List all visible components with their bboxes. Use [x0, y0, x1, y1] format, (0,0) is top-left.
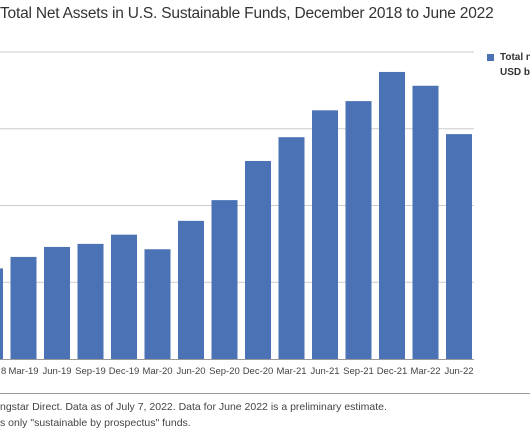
bar-jun-21 [312, 110, 338, 359]
bar-jun-19 [44, 246, 70, 359]
x-tick-label: Jun-20 [176, 366, 205, 377]
bar-mar-20 [144, 249, 171, 359]
bar-jun-20 [178, 220, 204, 359]
bar-jun-22 [446, 134, 472, 359]
source-note: ngstar Direct. Data as of July 7, 2022. … [0, 401, 387, 413]
bar-mar-19 [10, 256, 37, 359]
scope-note: s only "sustainable by prospectus" funds… [0, 417, 191, 429]
legend-label-line-1: Total ne [500, 52, 530, 63]
legend-label-line-2: USD bn [500, 67, 530, 78]
x-tick-label: Dec-19 [109, 366, 140, 377]
bar-mar-22 [412, 85, 439, 360]
legend-swatch [487, 54, 494, 61]
bar-dec-18 [0, 268, 3, 359]
x-tick-label: Dec-20 [243, 366, 274, 377]
bar-dec-20 [245, 160, 271, 359]
chart-source-notes: ngstar Direct. Data as of July 7, 2022. … [0, 399, 387, 431]
bar-sep-21 [345, 101, 372, 360]
x-tick-label: Sep-21 [343, 366, 374, 377]
x-tick-label: Jun-21 [310, 366, 339, 377]
x-tick-label: Sep-20 [209, 366, 240, 377]
bar-dec-21 [379, 71, 405, 359]
x-tick-label: Mar-20 [142, 366, 172, 377]
x-tick-label: Mar-19 [8, 366, 38, 377]
x-tick-labels: 8 Mar-19 Jun-19 Sep-19 Dec-19 Mar-20 Jun-20 Sep… [1, 366, 474, 377]
x-tick-label: Sep-19 [75, 366, 106, 377]
x-tick-label: Mar-22 [410, 366, 440, 377]
bar-sep-20 [211, 200, 238, 359]
x-tick-label: 8 [1, 366, 6, 377]
x-tick-label: Mar-21 [276, 366, 306, 377]
bar-mar-21 [278, 137, 305, 359]
x-tick-label: Jun-19 [42, 366, 71, 377]
bar-dec-19 [111, 234, 137, 359]
x-tick-label: Jun-22 [444, 366, 473, 377]
x-tick-label: Dec-21 [377, 366, 408, 377]
chart-title: Total Net Assets in U.S. Sustainable Fun… [0, 5, 494, 22]
bar-sep-19 [77, 243, 104, 359]
bar-series [0, 71, 472, 360]
